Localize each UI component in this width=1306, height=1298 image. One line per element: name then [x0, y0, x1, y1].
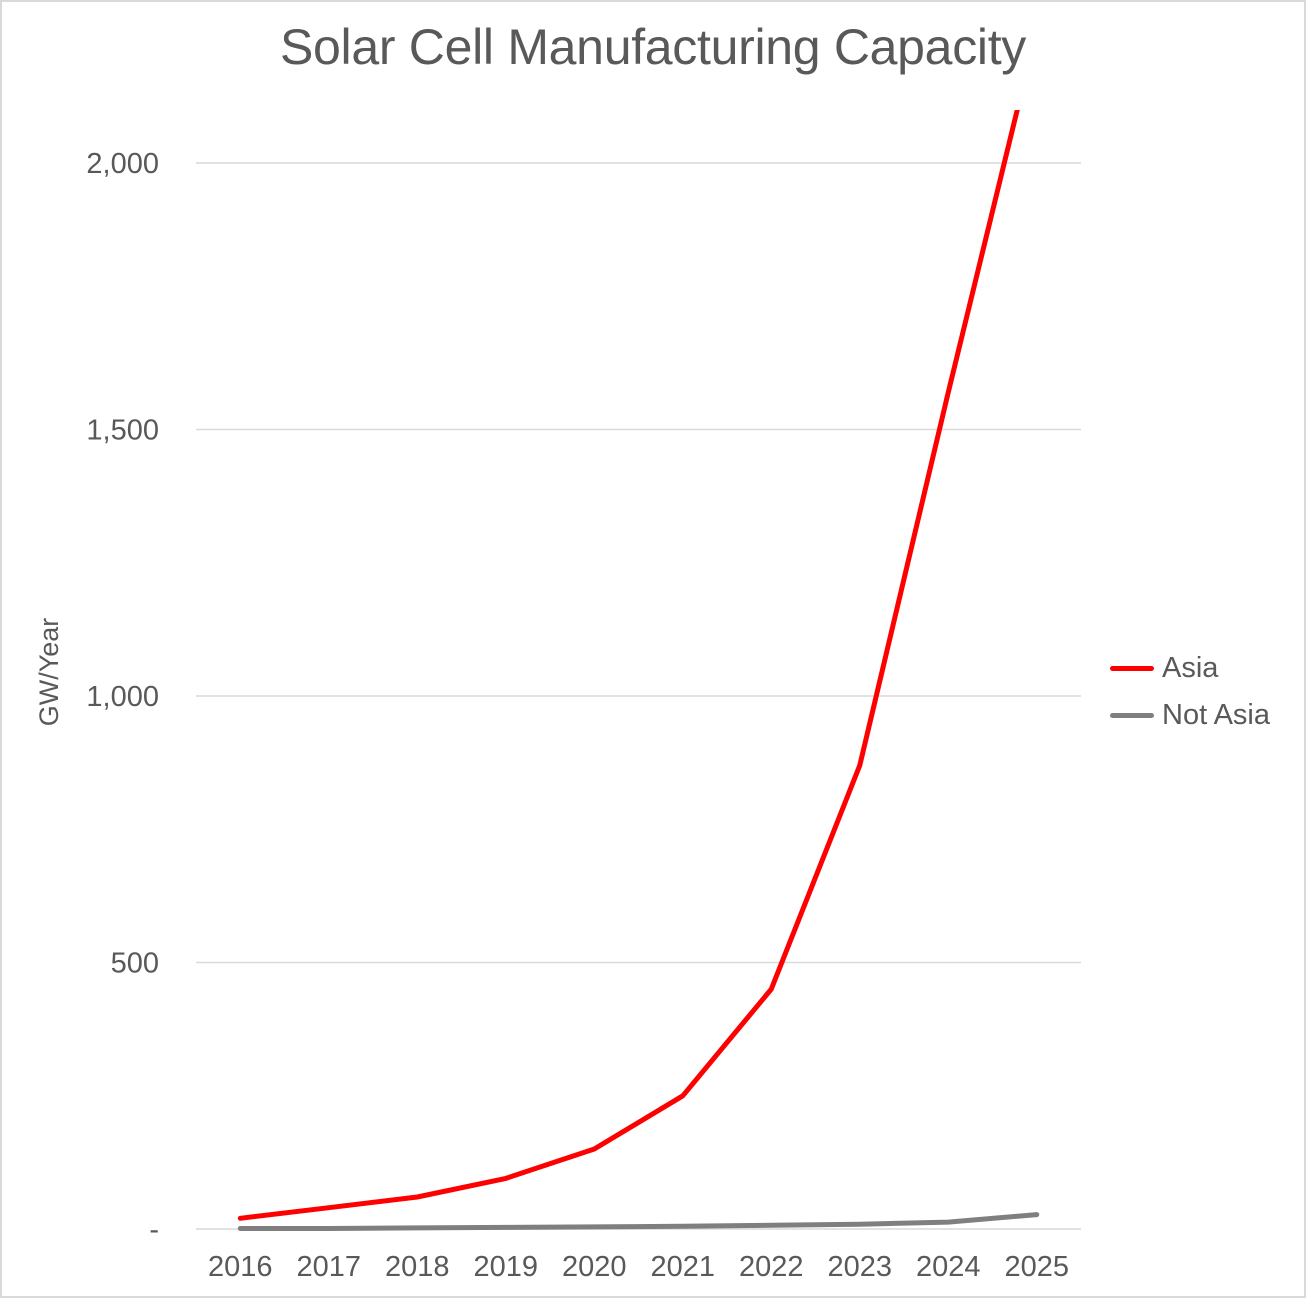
y-tick-label: 1,500	[86, 415, 159, 447]
x-tick-label: 2024	[916, 1251, 981, 1283]
x-tick-label: 2025	[1004, 1251, 1069, 1283]
y-axis-label: GW/Year	[34, 618, 64, 727]
y-tick-label: -	[149, 1214, 159, 1246]
series-line-asia	[237, 110, 1020, 1221]
legend-item-not-asia[interactable]: Not Asia	[1110, 692, 1270, 739]
legend-item-asia[interactable]: Asia	[1110, 645, 1270, 692]
legend-swatch-asia	[1110, 666, 1154, 671]
y-tick-label: 1,000	[86, 681, 159, 713]
x-axis-ticks: 2016 2017 2018 2019 2020 2021 2022 2023 2024 2025	[208, 1251, 1069, 1283]
y-axis-ticks: - 500 1,000 1,500 2,000	[86, 148, 159, 1246]
x-tick-label: 2019	[473, 1251, 538, 1283]
x-tick-label: 2016	[208, 1251, 273, 1283]
x-tick-label: 2022	[739, 1251, 804, 1283]
legend-label: Asia	[1162, 652, 1219, 684]
legend-swatch-not-asia	[1110, 713, 1154, 718]
y-tick-label: 500	[111, 948, 159, 980]
gridlines	[196, 162, 1081, 1230]
x-tick-label: 2017	[296, 1251, 361, 1283]
x-tick-label: 2020	[562, 1251, 627, 1283]
y-tick-label: 2,000	[86, 148, 159, 180]
series-lines	[237, 110, 1040, 1231]
x-tick-label: 2023	[827, 1251, 892, 1283]
x-tick-label: 2018	[385, 1251, 450, 1283]
legend-label: Not Asia	[1162, 699, 1270, 731]
chart-title: Solar Cell Manufacturing Capacity	[279, 19, 1026, 75]
series-line-not-asia	[237, 1212, 1040, 1231]
x-tick-label: 2021	[650, 1251, 715, 1283]
legend: Asia Not Asia	[1110, 645, 1270, 739]
